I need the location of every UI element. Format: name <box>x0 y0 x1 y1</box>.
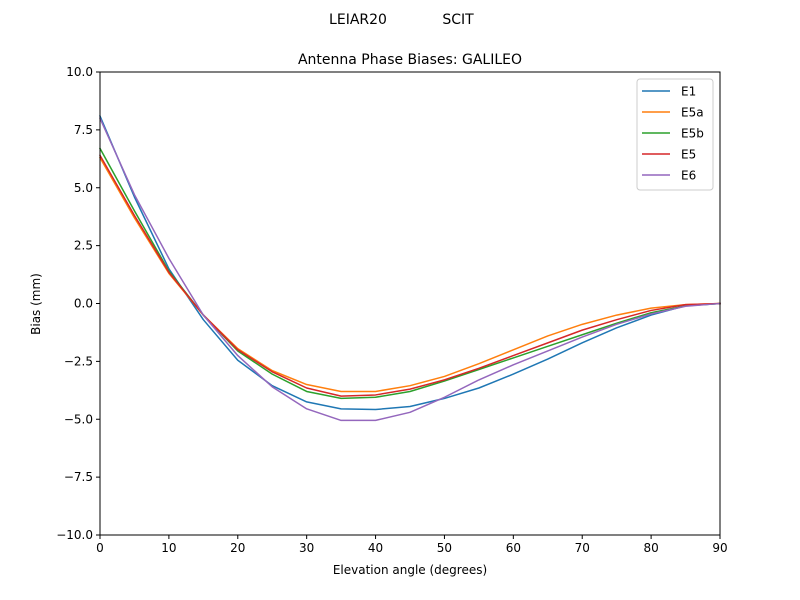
suptitle-radome: SCIT <box>442 12 474 28</box>
chart-title: Antenna Phase Biases: GALILEO <box>298 52 522 68</box>
x-tick-label: 70 <box>575 541 590 555</box>
y-axis-label: Bias (mm) <box>29 273 43 335</box>
legend-label-e6: E6 <box>681 169 696 183</box>
y-tick-label: −2.5 <box>64 354 93 368</box>
x-axis-label: Elevation angle (degrees) <box>333 563 487 577</box>
x-tick-label: 0 <box>96 541 104 555</box>
legend-box <box>636 78 714 191</box>
x-tick-label: 60 <box>506 541 521 555</box>
x-tick-label: 40 <box>368 541 383 555</box>
x-tick-label: 90 <box>712 541 727 555</box>
legend-label-e5a: E5a <box>681 106 704 120</box>
plot-frame <box>99 71 721 536</box>
y-tick-label: 0.0 <box>74 297 93 311</box>
x-tick-label: 80 <box>643 541 658 555</box>
x-tick-label: 10 <box>161 541 176 555</box>
y-tick-label: −7.5 <box>64 470 93 484</box>
series-line-e1 <box>99 115 721 411</box>
series-line-e5 <box>98 154 721 397</box>
x-tick-label: 20 <box>230 541 245 555</box>
legend: E1 E5a E5b E5 E6 <box>636 78 714 191</box>
series-line-e5a <box>98 156 721 393</box>
legend-label-e5: E5 <box>681 148 696 162</box>
x-tick-label: 50 <box>437 541 452 555</box>
y-tick-label: −10.0 <box>56 528 93 542</box>
y-tick-label: 10.0 <box>66 65 93 79</box>
series-line-e5b <box>98 147 721 400</box>
suptitle-antenna: LEIAR20 <box>329 12 387 28</box>
legend-label-e1: E1 <box>681 85 696 99</box>
y-tick-label: −5.0 <box>64 412 93 426</box>
ticks-layer: 0 10 20 30 40 50 60 70 80 90 −10.0 −7.5 −5.0 −2.5 0.0 2… <box>56 65 727 555</box>
y-tick-label: 7.5 <box>74 123 93 137</box>
y-tick-label: 2.5 <box>74 239 93 253</box>
legend-label-e5b: E5b <box>681 127 704 141</box>
series-line-e6 <box>99 117 721 422</box>
x-tick-label: 30 <box>299 541 314 555</box>
series-layer <box>98 115 721 422</box>
y-tick-label: 5.0 <box>74 181 93 195</box>
